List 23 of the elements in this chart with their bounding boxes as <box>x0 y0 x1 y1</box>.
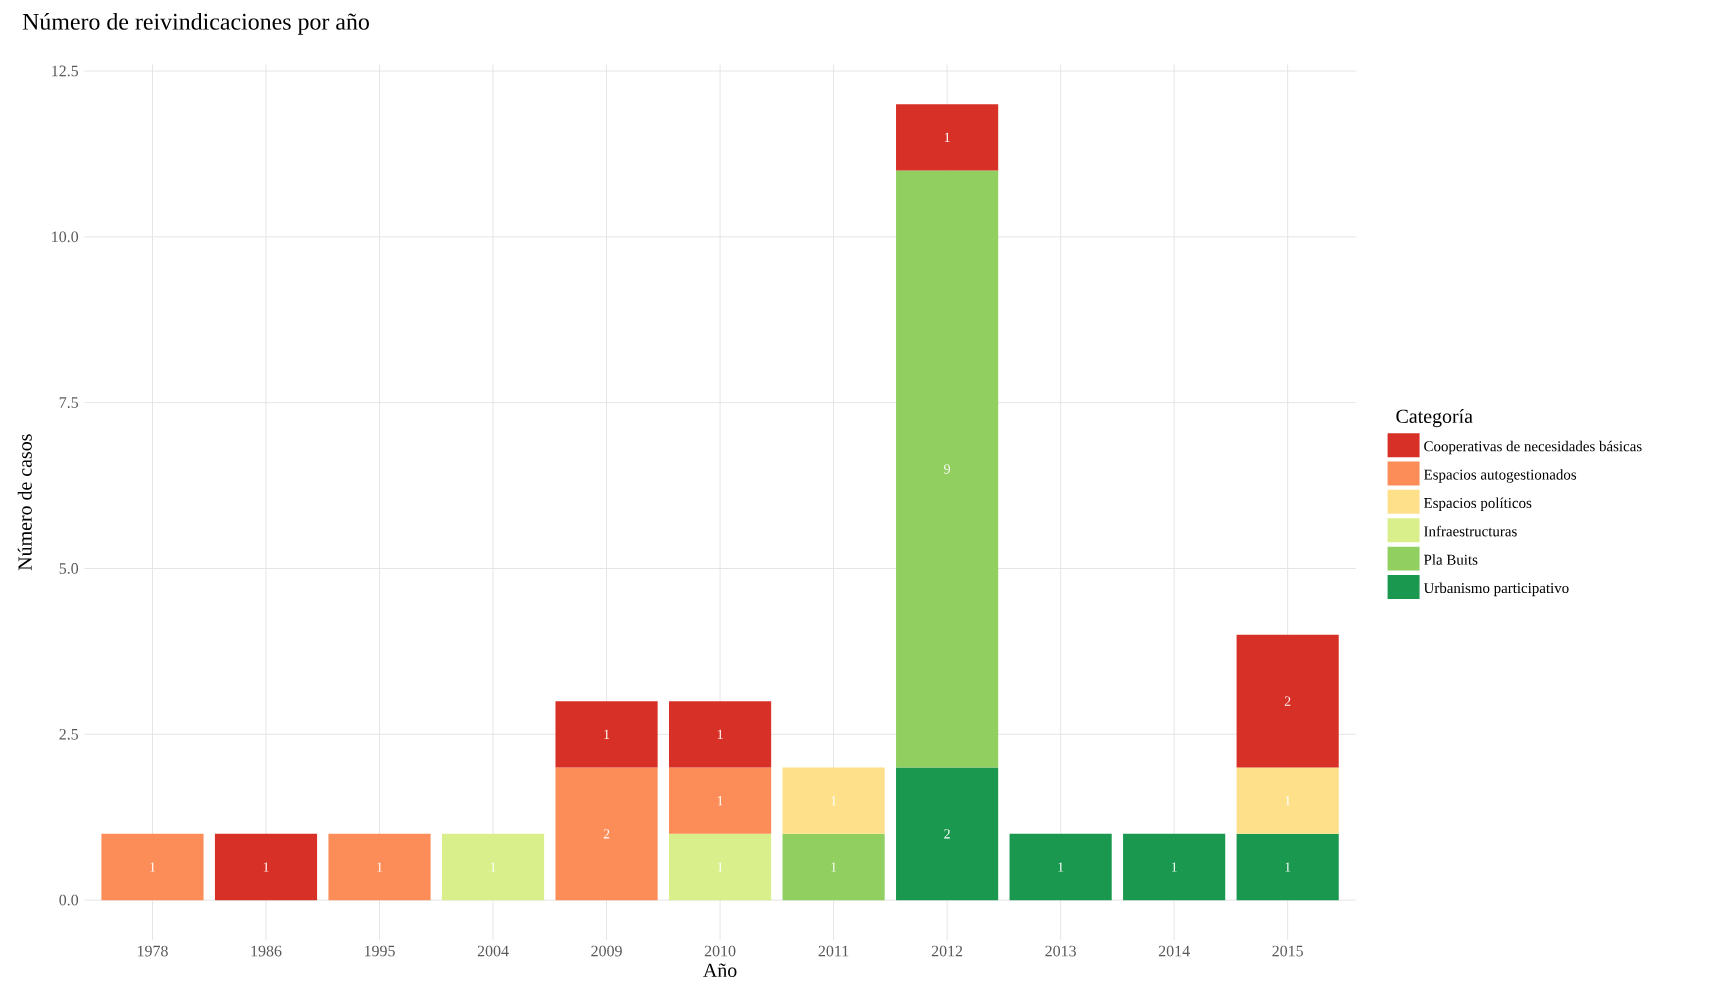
bar <box>669 767 772 834</box>
bar <box>555 701 658 768</box>
bar <box>896 104 999 171</box>
bar <box>669 701 772 768</box>
bar <box>1236 634 1339 768</box>
bar <box>101 833 204 900</box>
bar <box>669 833 772 900</box>
bar <box>328 833 431 900</box>
bar <box>896 170 999 768</box>
bar <box>555 767 658 900</box>
bar <box>1236 767 1339 834</box>
y-axis-title: Número de casos <box>17 434 32 571</box>
bar <box>782 767 885 834</box>
bar <box>1236 833 1339 900</box>
bar <box>782 833 885 900</box>
legend-title: Categoría <box>1396 408 1473 427</box>
bar <box>1009 833 1112 900</box>
chart-title: Número de reivindicaciones por año <box>22 12 369 35</box>
bar <box>1123 833 1226 900</box>
bar <box>896 767 999 900</box>
bar <box>441 833 545 900</box>
x-axis-title: Año <box>703 963 737 977</box>
bar <box>214 833 318 900</box>
